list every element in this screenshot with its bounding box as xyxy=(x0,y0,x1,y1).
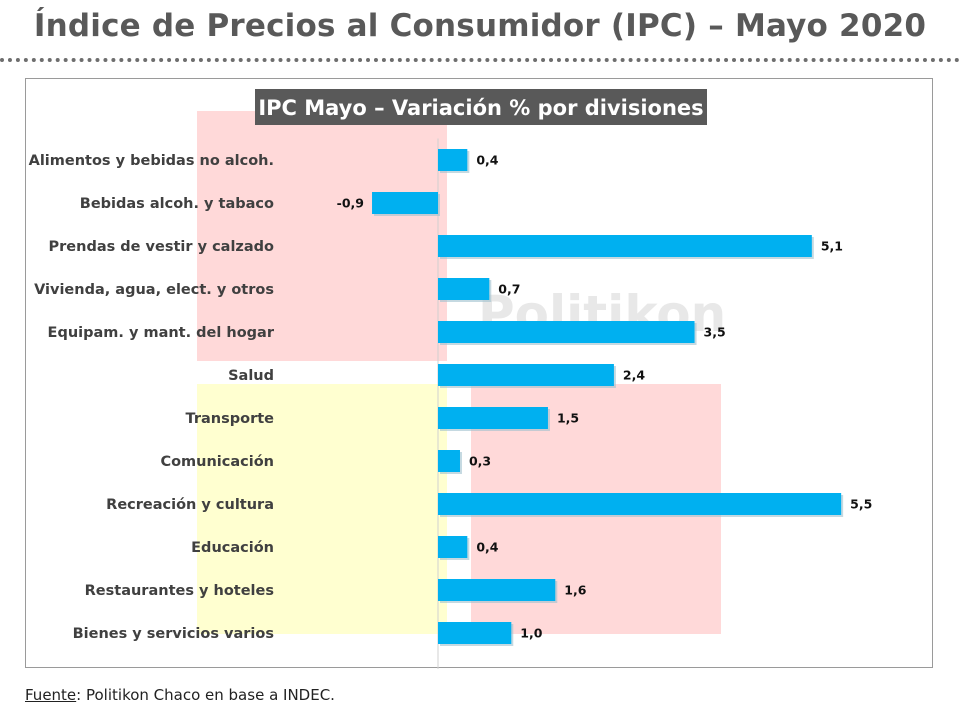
category-label: Bienes y servicios varios xyxy=(73,626,274,642)
data-label: 5,1 xyxy=(821,239,843,254)
bar xyxy=(438,149,468,171)
source-note: Fuente: Politikon Chaco en base a INDEC. xyxy=(25,686,335,704)
bar xyxy=(438,407,548,429)
category-label: Transporte xyxy=(186,411,275,427)
bar xyxy=(438,450,460,472)
data-label: 1,6 xyxy=(564,583,586,598)
bar xyxy=(438,235,812,257)
data-label: -0,9 xyxy=(337,196,364,211)
category-label: Prendas de vestir y calzado xyxy=(49,239,275,255)
category-label: Bebidas alcoh. y tabaco xyxy=(80,196,274,212)
source-label: Fuente xyxy=(25,686,77,704)
data-label: 0,4 xyxy=(476,153,498,168)
category-label: Vivienda, agua, elect. y otros xyxy=(34,282,274,298)
bar xyxy=(438,536,468,558)
title-divider xyxy=(0,58,960,62)
bg-panel-yellow xyxy=(197,384,447,634)
chart-title-box xyxy=(255,89,707,125)
page-title: Índice de Precios al Consumidor (IPC) – … xyxy=(33,8,927,44)
bar xyxy=(372,192,438,214)
category-label: Equipam. y mant. del hogar xyxy=(48,325,275,341)
bar xyxy=(438,321,695,343)
chart-frame: Politikon IPC Mayo – Variación % por divi… xyxy=(25,78,933,669)
bar xyxy=(438,622,512,644)
bar xyxy=(438,278,490,300)
category-label: Educación xyxy=(191,540,274,556)
category-label: Comunicación xyxy=(160,454,274,470)
bg-panel-red-top xyxy=(197,111,447,361)
data-label: 1,5 xyxy=(557,411,579,426)
data-label: 0,4 xyxy=(476,540,498,555)
bar xyxy=(438,493,842,515)
category-label: Salud xyxy=(228,368,274,384)
bar xyxy=(438,364,614,386)
category-label: Restaurantes y hoteles xyxy=(85,583,274,599)
data-label: 0,3 xyxy=(469,454,491,469)
source-text: : Politikon Chaco en base a INDEC. xyxy=(76,686,335,704)
data-label: 0,7 xyxy=(498,282,520,297)
data-label: 1,0 xyxy=(520,626,542,641)
data-label: 3,5 xyxy=(704,325,726,340)
data-label: 2,4 xyxy=(623,368,645,383)
data-label: 5,5 xyxy=(850,497,872,512)
bar xyxy=(438,579,556,601)
category-label: Recreación y cultura xyxy=(106,497,274,513)
chart-title: IPC Mayo – Variación % por divisiones xyxy=(258,96,703,120)
category-label: Alimentos y bebidas no alcoh. xyxy=(29,153,274,169)
